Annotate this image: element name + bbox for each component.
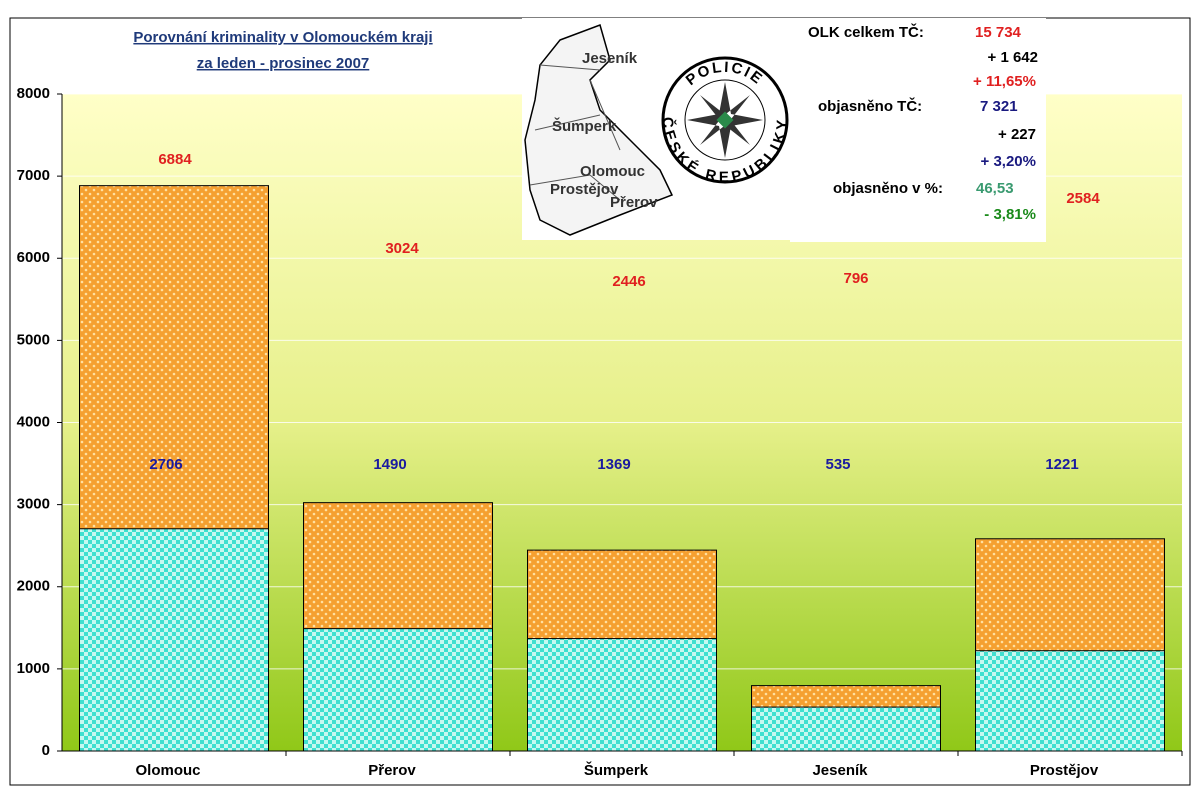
value-label: 1221	[1045, 456, 1078, 473]
bar	[751, 706, 941, 752]
map-image: JeseníkŠumperkOlomoucProstějovPřerovPOLI…	[522, 18, 790, 240]
logo-ring	[684, 79, 766, 161]
info-box	[790, 18, 1046, 242]
x-tick-label: Jeseník	[812, 762, 868, 779]
map-label: Přerov	[610, 194, 658, 211]
info-text: objasněno TČ:	[818, 97, 922, 115]
info-text: OLK celkem TČ:	[808, 23, 924, 41]
y-tick-label: 2000	[17, 578, 50, 595]
map-label: Olomouc	[580, 163, 645, 180]
y-tick-label: 8000	[17, 85, 50, 102]
value-label: 1369	[597, 456, 630, 473]
annotation: za leden - prosinec 2007	[197, 55, 370, 72]
info-text: 15 734	[975, 24, 1022, 41]
info-text: 7 321	[980, 98, 1018, 115]
value-label: 2584	[1066, 190, 1100, 207]
x-tick-label: Přerov	[368, 762, 416, 779]
value-label: 2446	[612, 273, 645, 290]
map-label: Jeseník	[582, 50, 638, 67]
info-text: + 3,20%	[981, 153, 1036, 170]
x-tick-label: Prostějov	[1030, 762, 1099, 779]
y-tick-label: 1000	[17, 660, 50, 677]
value-label: 535	[825, 456, 850, 473]
value-label: 3024	[385, 240, 419, 257]
info-text: - 3,81%	[984, 206, 1036, 223]
value-label: 796	[843, 270, 868, 287]
map-label: Prostějov	[550, 181, 619, 198]
bar	[527, 638, 717, 752]
y-tick-label: 5000	[17, 331, 50, 348]
x-tick-label: Olomouc	[135, 762, 200, 779]
y-tick-label: 7000	[17, 167, 50, 184]
bar	[303, 628, 493, 752]
info-text: + 227	[998, 126, 1036, 143]
map-label: Šumperk	[552, 117, 617, 135]
info-text: objasněno v %:	[833, 180, 943, 197]
y-tick-label: 0	[42, 742, 50, 759]
info-text: 46,53	[976, 180, 1014, 197]
x-tick-label: Šumperk	[584, 761, 649, 779]
y-tick-label: 3000	[17, 496, 50, 513]
logo-center	[716, 111, 734, 129]
info-text: + 11,65%	[973, 73, 1036, 90]
info-text: + 1 642	[988, 49, 1038, 66]
y-tick-label: 6000	[17, 249, 50, 266]
value-label: 6884	[158, 151, 192, 168]
value-label: 1490	[373, 456, 406, 473]
value-label: 2706	[149, 456, 182, 473]
map-border	[529, 64, 621, 201]
y-tick-label: 4000	[17, 413, 50, 430]
bar	[975, 650, 1165, 752]
annotation: Porovnání kriminality v Olomouckém kraji	[133, 29, 432, 46]
bar	[79, 528, 269, 752]
